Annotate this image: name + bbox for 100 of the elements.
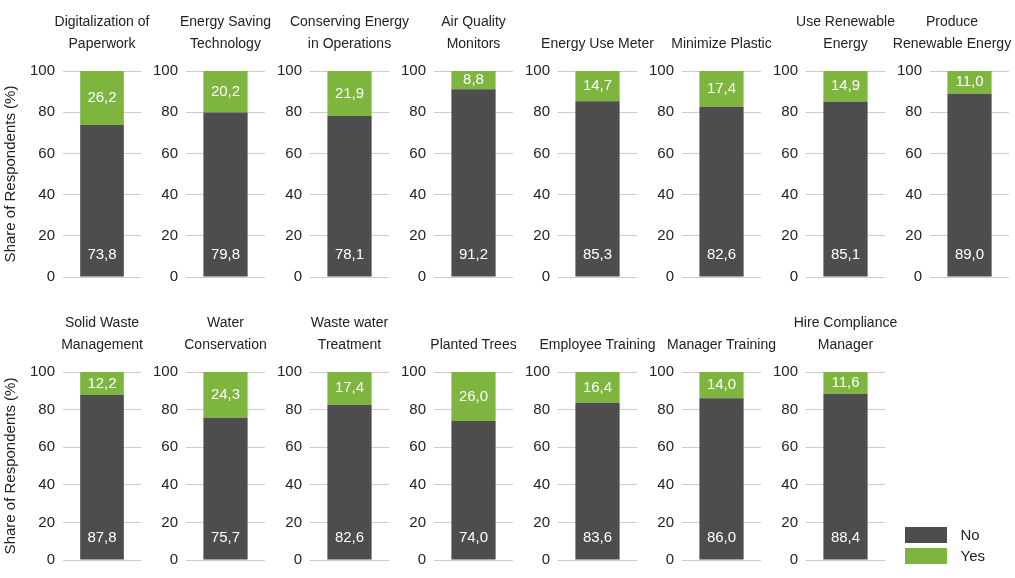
chart-title: Digitalization of Paperwork xyxy=(53,12,151,53)
data-label: 89,0 xyxy=(954,244,985,262)
y-tick-label: 60 xyxy=(657,437,675,455)
y-tick-label: 0 xyxy=(417,267,427,285)
data-label: 87,8 xyxy=(87,527,117,545)
y-tick-label: 100 xyxy=(773,362,799,380)
data-label: 82,6 xyxy=(706,244,737,262)
y-tick-label: 60 xyxy=(905,143,923,161)
data-label: 78,1 xyxy=(334,244,365,262)
y-tick-label: 40 xyxy=(38,474,56,492)
data-label: 73,8 xyxy=(87,244,117,262)
data-label: 83,6 xyxy=(582,527,613,545)
y-tick-label: 40 xyxy=(285,184,303,202)
y-tick-label: 60 xyxy=(285,437,303,455)
y-tick-label: 20 xyxy=(38,512,56,530)
y-tick-label: 20 xyxy=(657,512,675,530)
y-tick-label: 0 xyxy=(169,550,179,568)
chart-title: Water Conservation xyxy=(183,313,268,354)
data-label: 24,3 xyxy=(210,384,241,402)
y-tick-label: 40 xyxy=(161,184,179,202)
data-label: 17,4 xyxy=(334,378,365,396)
chart-title: Waste water Treatment xyxy=(309,313,390,354)
y-tick-label: 60 xyxy=(533,143,551,161)
y-tick-label: 100 xyxy=(30,61,56,79)
y-tick-label: 40 xyxy=(781,184,799,202)
y-tick-label: 100 xyxy=(401,362,427,380)
data-label: 14,7 xyxy=(582,76,613,94)
y-tick-label: 20 xyxy=(38,225,56,243)
y-tick-label: 60 xyxy=(781,143,799,161)
data-label: 91,2 xyxy=(458,244,489,262)
y-tick-label: 0 xyxy=(46,267,56,285)
y-tick-label: 80 xyxy=(905,102,923,120)
data-label: 11,6 xyxy=(831,373,860,391)
y-tick-label: 0 xyxy=(913,267,923,285)
y-tick-label: 80 xyxy=(781,399,799,417)
y-tick-label: 20 xyxy=(285,512,303,530)
y-tick-label: 20 xyxy=(533,512,551,530)
y-tick-label: 100 xyxy=(649,61,675,79)
y-tick-label: 80 xyxy=(285,102,303,120)
y-tick-label: 40 xyxy=(161,474,179,492)
y-tick-label: 80 xyxy=(38,399,56,417)
y-tick-label: 40 xyxy=(409,184,427,202)
y-tick-label: 20 xyxy=(905,225,923,243)
y-tick-label: 80 xyxy=(781,102,799,120)
data-label: 88,4 xyxy=(830,527,861,545)
y-tick-label: 0 xyxy=(293,267,303,285)
y-tick-label: 100 xyxy=(897,61,923,79)
chart-title: Solid Waste Management xyxy=(60,313,144,354)
y-tick-label: 40 xyxy=(657,474,675,492)
chart-title: Planted Trees xyxy=(429,335,518,354)
chart-title: Air Quality Monitors xyxy=(440,12,507,53)
y-tick-label: 80 xyxy=(533,102,551,120)
y-tick-label: 0 xyxy=(665,267,675,285)
y-tick-label: 0 xyxy=(417,550,427,568)
y-tick-label: 60 xyxy=(161,437,179,455)
data-label: 21,9 xyxy=(334,83,365,101)
data-label: 26,0 xyxy=(458,386,489,404)
chart-title: Conserving Energy in Operations xyxy=(288,12,411,53)
y-tick-label: 80 xyxy=(38,102,56,120)
y-tick-label: 20 xyxy=(161,512,179,530)
data-label: 14,9 xyxy=(830,76,861,94)
y-tick-label: 80 xyxy=(409,399,427,417)
y-tick-label: 100 xyxy=(277,362,303,380)
y-tick-label: 0 xyxy=(789,550,799,568)
y-tick-label: 40 xyxy=(657,184,675,202)
y-tick-label: 80 xyxy=(533,399,551,417)
y-tick-label: 0 xyxy=(293,550,303,568)
data-label: 16,4 xyxy=(582,377,613,395)
y-tick-label: 60 xyxy=(781,437,799,455)
y-tick-label: 60 xyxy=(657,143,675,161)
y-tick-label: 40 xyxy=(533,184,551,202)
legend-label: No xyxy=(960,526,980,543)
y-tick-label: 60 xyxy=(409,143,427,161)
y-tick-label: 40 xyxy=(905,184,923,202)
y-tick-label: 80 xyxy=(285,399,303,417)
y-tick-label: 100 xyxy=(401,61,427,79)
y-tick-label: 20 xyxy=(409,225,427,243)
y-tick-label: 20 xyxy=(781,512,799,530)
data-label: 26,2 xyxy=(87,88,117,106)
y-tick-label: 100 xyxy=(525,362,551,380)
y-axis-title: Share of Respondents (%) xyxy=(1,377,19,555)
y-tick-label: 80 xyxy=(657,102,675,120)
data-label: 79,8 xyxy=(210,244,241,262)
y-tick-label: 0 xyxy=(46,550,56,568)
data-label: 85,3 xyxy=(582,244,613,262)
y-tick-label: 40 xyxy=(409,474,427,492)
y-tick-label: 20 xyxy=(161,225,179,243)
y-tick-label: 80 xyxy=(161,102,179,120)
data-label: 12,2 xyxy=(87,373,117,391)
chart-title: Employee Training xyxy=(538,335,657,354)
y-tick-label: 20 xyxy=(781,225,799,243)
y-tick-label: 60 xyxy=(285,143,303,161)
y-tick-label: 40 xyxy=(285,474,303,492)
y-tick-label: 0 xyxy=(789,267,799,285)
y-tick-label: 60 xyxy=(38,143,56,161)
data-label: 20,2 xyxy=(210,81,241,99)
data-label: 8,8 xyxy=(463,70,484,88)
chart-title: Hire Compliance Manager xyxy=(792,313,899,354)
y-tick-label: 40 xyxy=(781,474,799,492)
data-label: 86,0 xyxy=(706,527,737,545)
